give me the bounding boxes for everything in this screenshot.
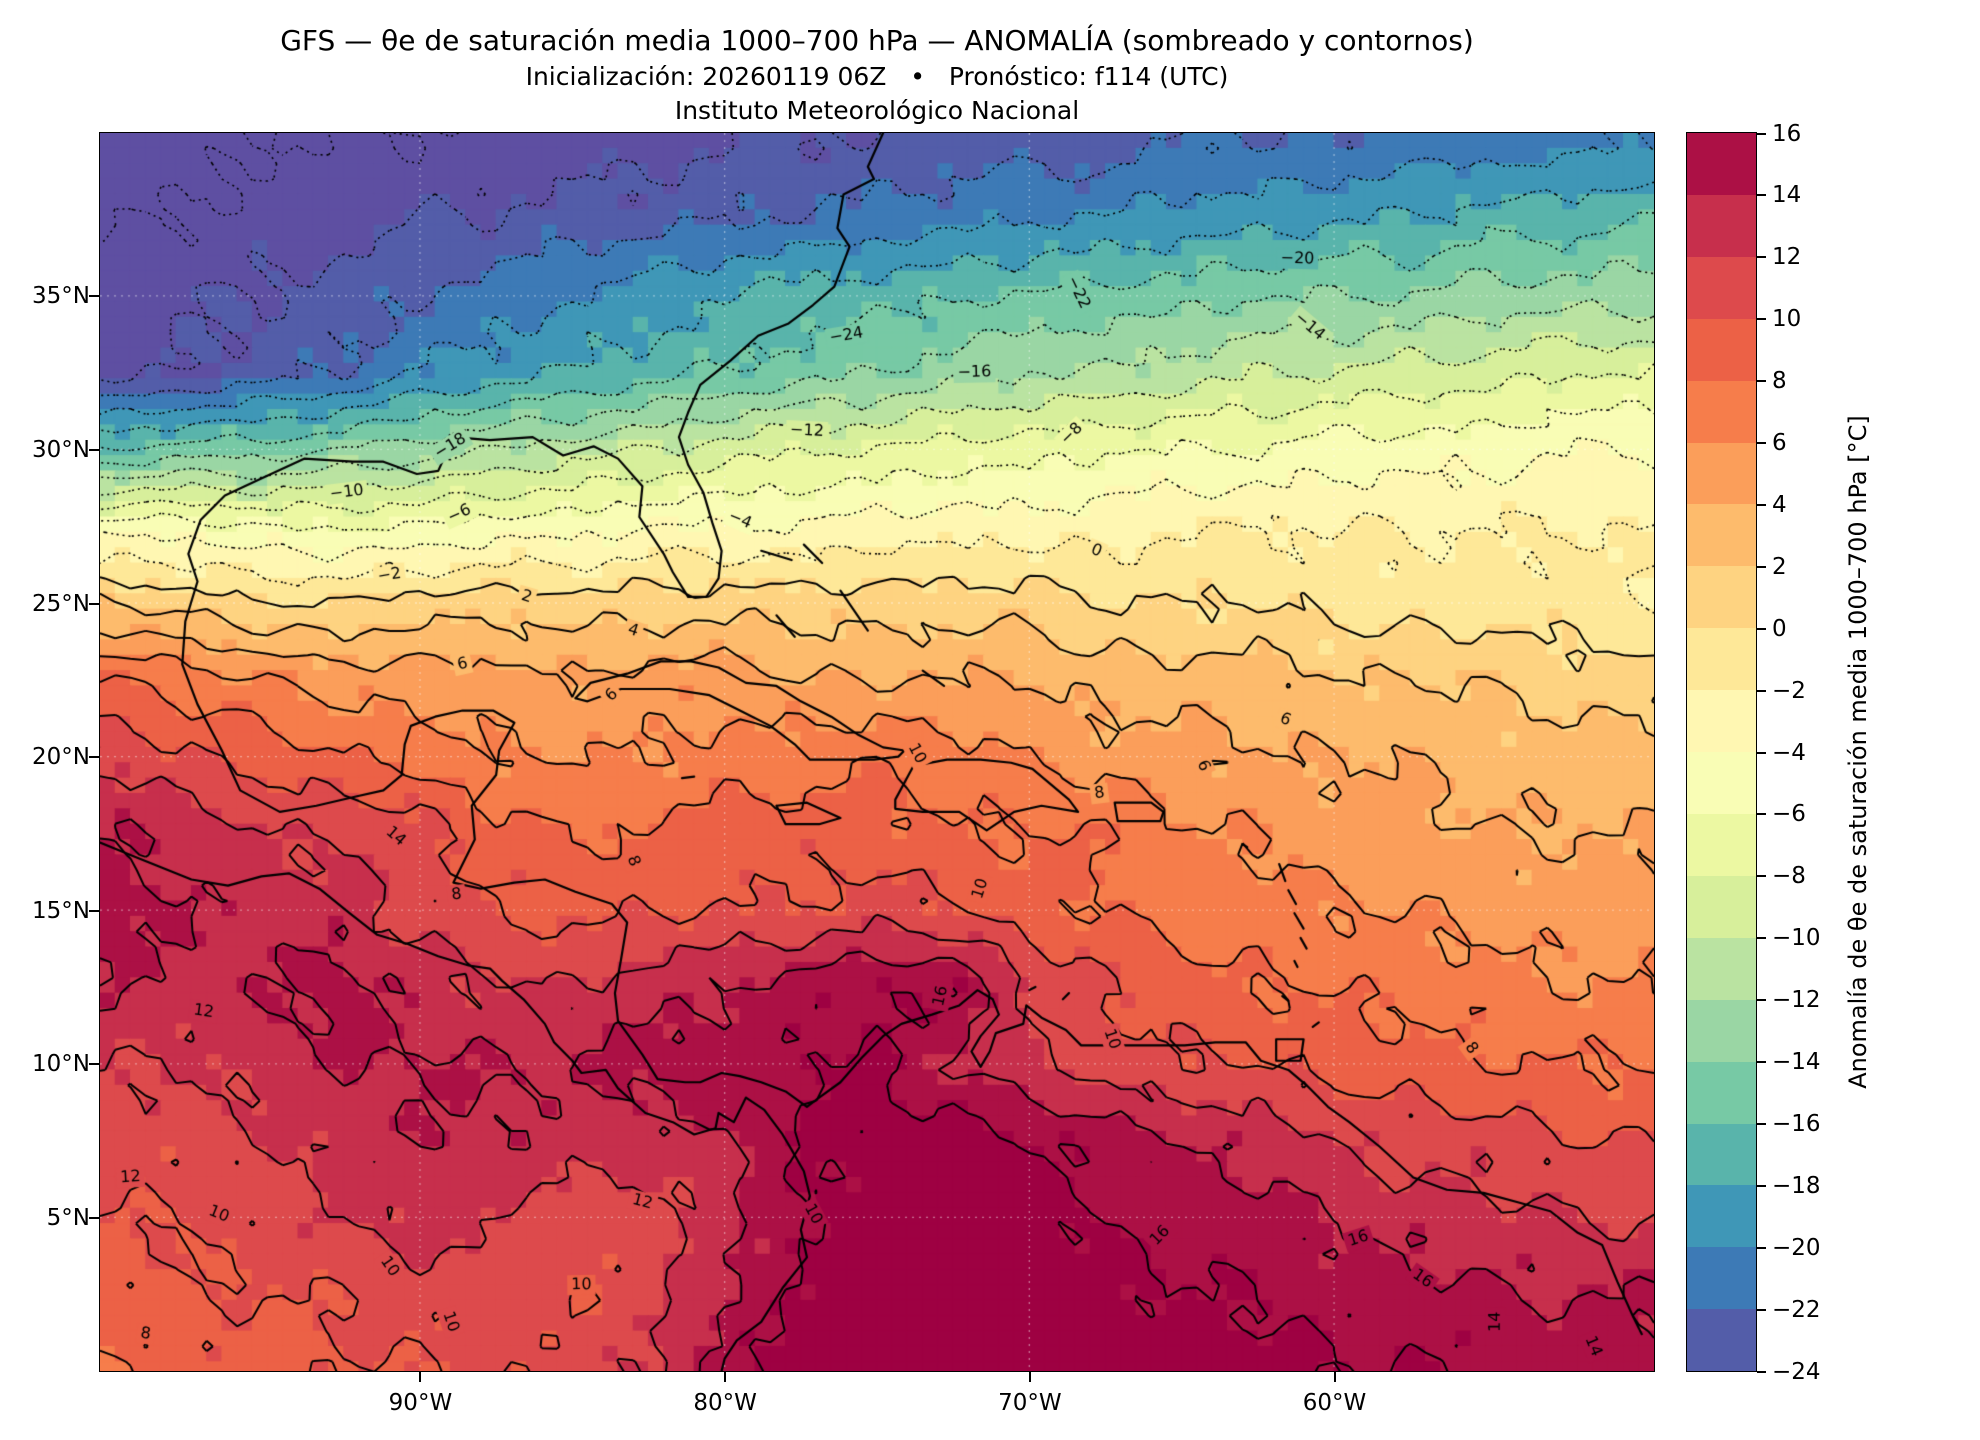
figure-institution: Instituto Meteorológico Nacional xyxy=(674,96,1080,125)
colorbar-band xyxy=(1687,256,1756,319)
colorbar-band xyxy=(1687,752,1756,814)
colorbar-tick-label: −4 xyxy=(1772,739,1806,766)
x-tick-label: 60°W xyxy=(1302,1390,1367,1416)
colorbar-tick-label: −20 xyxy=(1772,1234,1821,1261)
colorbar-tick-mark xyxy=(1757,1122,1766,1125)
colorbar-tick-label: 4 xyxy=(1772,491,1787,518)
y-tick-mark xyxy=(89,1216,99,1219)
colorbar-tick-label: −2 xyxy=(1772,677,1806,704)
colorbar-tick-label: 8 xyxy=(1772,368,1787,395)
colorbar-tick-mark xyxy=(1757,627,1766,630)
colorbar-tick-label: −18 xyxy=(1772,1172,1821,1199)
colorbar-tick-mark xyxy=(1757,875,1766,878)
colorbar-tick-mark xyxy=(1757,318,1766,321)
colorbar-tick-mark xyxy=(1757,751,1766,754)
colorbar-tick-label: 14 xyxy=(1772,182,1802,209)
colorbar-band xyxy=(1687,380,1756,443)
colorbar-tick-label: −24 xyxy=(1772,1358,1821,1385)
colorbar-tick-mark xyxy=(1757,1308,1766,1311)
colorbar-band xyxy=(1687,999,1756,1062)
figure-title: GFS — θe de saturación media 1000–700 hP… xyxy=(280,24,1474,57)
x-tick-label: 80°W xyxy=(693,1390,757,1416)
colorbar-tick-label: −10 xyxy=(1772,925,1821,952)
colorbar-band xyxy=(1687,1123,1756,1186)
x-tick-label: 90°W xyxy=(388,1390,453,1416)
colorbar-tick-label: 16 xyxy=(1772,120,1802,147)
colorbar-band xyxy=(1687,133,1756,195)
colorbar-tick-label: 2 xyxy=(1772,553,1787,580)
colorbar-tick-mark xyxy=(1757,503,1766,506)
y-tick-label: 25°N xyxy=(32,590,90,617)
colorbar-band xyxy=(1687,813,1756,876)
y-tick-label: 30°N xyxy=(32,436,90,463)
colorbar-band xyxy=(1687,690,1756,753)
colorbar-tick-mark xyxy=(1757,937,1766,940)
y-tick-mark xyxy=(89,295,99,298)
colorbar-tick-mark xyxy=(1757,1061,1766,1063)
colorbar-tick-label: −8 xyxy=(1772,863,1806,890)
colorbar-band xyxy=(1687,875,1756,938)
y-tick-label: 35°N xyxy=(32,283,90,310)
colorbar-tick-mark xyxy=(1757,1184,1766,1187)
figure-subtitle: Inicialización: 20260119 06Z • Pronóstic… xyxy=(525,62,1229,91)
colorbar xyxy=(1686,132,1757,1372)
colorbar-band xyxy=(1687,628,1756,691)
y-tick-mark xyxy=(89,1063,99,1066)
colorbar-band xyxy=(1687,1309,1756,1372)
y-tick-mark xyxy=(89,756,99,759)
colorbar-tick-mark xyxy=(1757,565,1766,568)
colorbar-tick-label: 0 xyxy=(1772,615,1787,642)
colorbar-tick-label: 12 xyxy=(1772,244,1802,271)
colorbar-tick-mark xyxy=(1757,380,1766,383)
colorbar-tick-mark xyxy=(1757,132,1766,135)
x-tick-mark xyxy=(1333,1372,1336,1382)
anomaly-map-canvas xyxy=(100,133,1654,1371)
colorbar-label: Anomalía de θe de saturación media 1000–… xyxy=(1844,415,1872,1089)
y-tick-label: 10°N xyxy=(32,1051,90,1078)
colorbar-tick-mark xyxy=(1757,442,1766,444)
x-tick-mark xyxy=(419,1372,422,1382)
colorbar-tick-mark xyxy=(1757,999,1766,1002)
colorbar-tick-mark xyxy=(1757,689,1766,692)
colorbar-tick-label: −22 xyxy=(1772,1296,1821,1323)
colorbar-tick-mark xyxy=(1757,256,1766,259)
colorbar-band xyxy=(1687,937,1756,1000)
colorbar-band xyxy=(1687,194,1756,257)
colorbar-tick-label: −16 xyxy=(1772,1110,1821,1137)
y-tick-mark xyxy=(89,909,99,912)
colorbar-tick-label: 6 xyxy=(1772,430,1787,456)
colorbar-band xyxy=(1687,566,1756,629)
y-tick-mark xyxy=(89,602,99,605)
title-block: GFS — θe de saturación media 1000–700 hP… xyxy=(100,22,1654,128)
colorbar-band xyxy=(1687,1185,1756,1248)
colorbar-tick-mark xyxy=(1757,813,1766,816)
y-tick-label: 15°N xyxy=(32,897,90,924)
colorbar-tick-mark xyxy=(1757,1370,1766,1373)
colorbar-tick-label: 10 xyxy=(1772,306,1802,333)
colorbar-band xyxy=(1687,504,1756,567)
colorbar-band xyxy=(1687,318,1756,381)
colorbar-band xyxy=(1687,1247,1756,1310)
x-tick-mark xyxy=(724,1372,727,1382)
colorbar-tick-label: −14 xyxy=(1772,1049,1821,1075)
x-tick-mark xyxy=(1028,1372,1031,1382)
x-tick-label: 70°W xyxy=(998,1390,1062,1416)
colorbar-tick-mark xyxy=(1757,194,1766,197)
map-plot-area xyxy=(99,132,1655,1372)
y-tick-label: 5°N xyxy=(46,1204,90,1231)
colorbar-tick-label: −12 xyxy=(1772,987,1821,1014)
colorbar-tick-mark xyxy=(1757,1246,1766,1249)
y-tick-mark xyxy=(89,448,99,451)
colorbar-band xyxy=(1687,1061,1756,1124)
colorbar-band xyxy=(1687,442,1756,505)
colorbar-tick-label: −6 xyxy=(1772,801,1806,828)
y-tick-label: 20°N xyxy=(32,744,90,771)
